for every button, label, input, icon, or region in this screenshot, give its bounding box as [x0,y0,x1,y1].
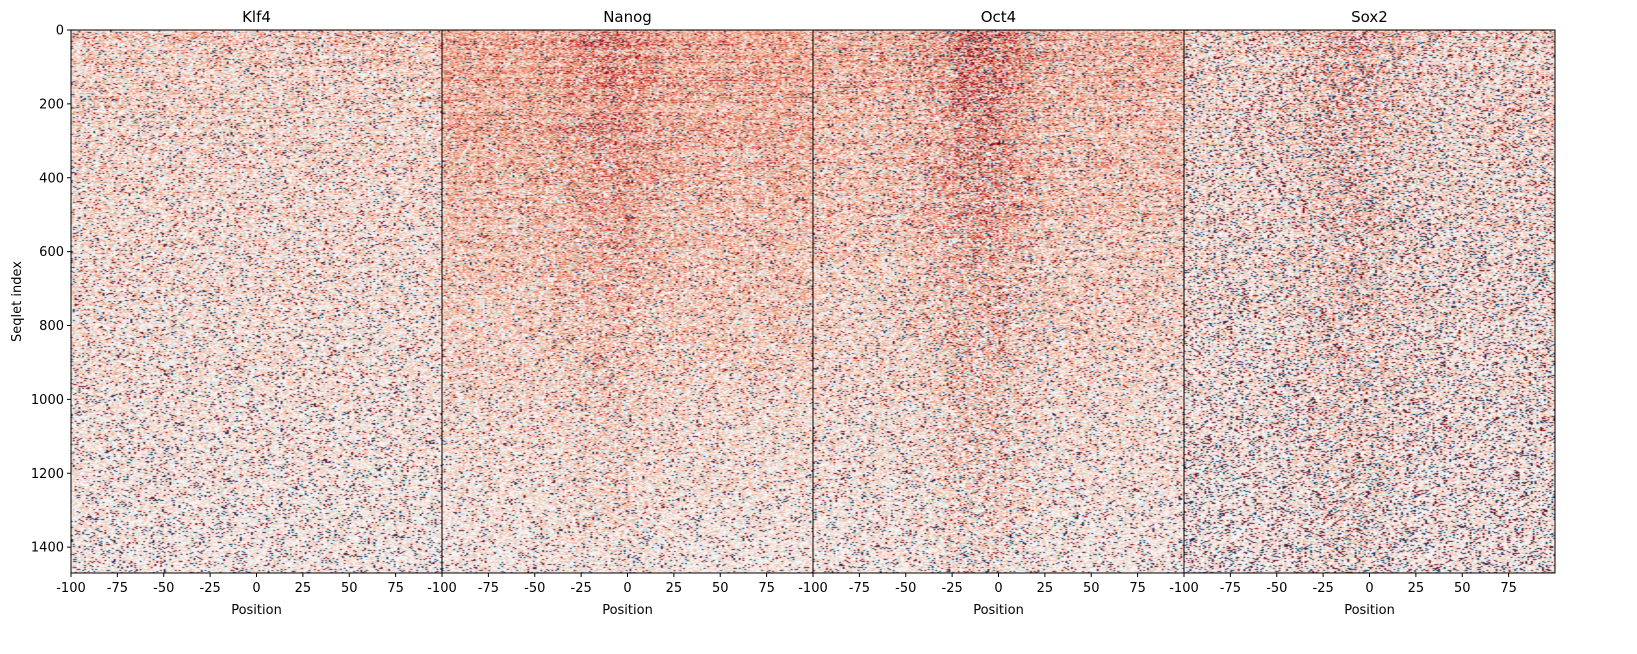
x-tick-label: -25 [942,581,963,596]
x-tick-label: -25 [1313,581,1334,596]
y-tick-label: 800 [39,319,64,334]
y-tick-label: 1000 [31,393,64,408]
x-axis-label: Position [1344,603,1395,618]
y-tick-label: 200 [39,97,64,112]
heatmap-panel-sox2 [1184,30,1555,573]
y-tick-label: 1200 [31,467,64,482]
x-tick-label: 50 [712,581,729,596]
y-tick-label: 400 [39,171,64,186]
x-tick-label: 50 [341,581,358,596]
x-tick-label: -100 [56,581,86,596]
x-tick-label: 25 [295,581,312,596]
x-tick-label: 0 [252,581,260,596]
x-tick-label: 25 [1037,581,1054,596]
x-tick-label: 75 [1129,581,1146,596]
x-tick-label: -25 [571,581,592,596]
x-tick-label: -50 [1266,581,1287,596]
x-axis-label: Position [231,603,282,618]
panel-title: Sox2 [1351,8,1388,26]
x-tick-label: 75 [758,581,775,596]
x-tick-label: -100 [1169,581,1199,596]
x-tick-label: 75 [387,581,404,596]
x-tick-label: 50 [1083,581,1100,596]
panel-title: Oct4 [981,8,1016,26]
x-tick-label: 0 [994,581,1002,596]
x-tick-label: 25 [1408,581,1425,596]
x-tick-label: -25 [200,581,221,596]
x-tick-label: 50 [1454,581,1471,596]
heatmap-panel-nanog [442,30,813,573]
x-tick-label: -75 [1220,581,1241,596]
x-tick-label: -100 [427,581,457,596]
x-tick-label: 25 [666,581,683,596]
x-tick-label: 0 [623,581,631,596]
x-tick-label: 0 [1365,581,1373,596]
y-axis-label: Seqlet index [10,261,25,342]
x-tick-label: -75 [849,581,870,596]
x-axis-label: Position [602,603,653,618]
y-tick-label: 600 [39,245,64,260]
heatmap-panel-oct4 [813,30,1184,573]
x-tick-label: -75 [478,581,499,596]
x-tick-label: -50 [153,581,174,596]
y-tick-label: 1400 [31,541,64,556]
y-tick-label: 0 [56,24,64,39]
x-tick-label: 75 [1500,581,1517,596]
x-tick-label: -50 [895,581,916,596]
x-axis-label: Position [973,603,1024,618]
x-tick-label: -75 [107,581,128,596]
x-tick-label: -50 [524,581,545,596]
panel-title: Nanog [603,8,652,26]
panel-title: Klf4 [242,8,271,26]
heatmap-panel-klf4 [71,30,442,573]
x-tick-label: -100 [798,581,828,596]
